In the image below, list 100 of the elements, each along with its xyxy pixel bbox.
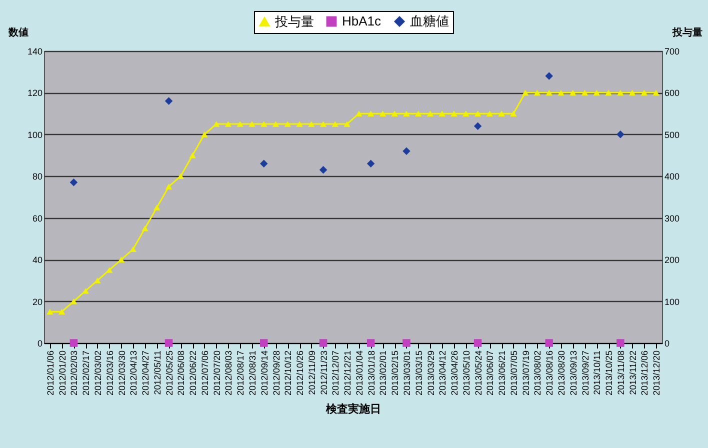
point	[82, 288, 89, 294]
y-tick-label: 60	[32, 213, 42, 224]
x-tick-label: 2013/03/15	[414, 350, 424, 396]
x-tick-label: 2013/04/26	[450, 350, 460, 396]
y2-tick-label: 100	[664, 296, 680, 307]
point	[522, 90, 529, 96]
point	[319, 166, 328, 174]
point	[366, 160, 375, 168]
point	[332, 121, 339, 127]
x-tick-label: 2012/03/30	[116, 350, 127, 396]
x-tick-label: 2012/05/11	[152, 350, 162, 395]
x-tick-label: 2013/02/15	[390, 350, 400, 396]
point	[510, 110, 517, 116]
point	[462, 110, 470, 116]
x-tick-label: 2012/03/16	[104, 350, 115, 396]
x-tick-label: 2013/07/19	[520, 350, 531, 396]
point	[581, 90, 588, 96]
point	[344, 121, 350, 127]
x-tick-label: 2012/04/13	[128, 350, 139, 396]
point	[296, 121, 303, 127]
x-tick-label: 2012/07/06	[200, 350, 210, 396]
y2-tick-label: 500	[664, 130, 680, 140]
x-tick-label: 2013/11/08	[616, 350, 626, 395]
point	[366, 339, 375, 347]
point	[498, 110, 505, 116]
y2-tick-label: 700	[664, 46, 680, 56]
point	[474, 339, 482, 347]
point	[593, 90, 600, 96]
y2-tick-label: 600	[664, 88, 680, 98]
x-tick-label: 2013/03/29	[426, 350, 436, 396]
point	[367, 110, 374, 116]
x-tick-label: 2012/07/20	[212, 350, 222, 396]
y2-tick-label: 0	[664, 338, 670, 348]
y-tick-label: 20	[32, 296, 42, 307]
point	[450, 110, 458, 116]
point	[402, 147, 410, 155]
x-tick-label: 2012/03/02	[92, 350, 103, 396]
x-tick-label: 2013/11/22	[628, 350, 638, 395]
x-tick-label: 2012/11/23	[318, 350, 329, 395]
y-tick-label: 0	[37, 338, 42, 348]
point	[58, 308, 66, 315]
x-tick-label: 2012/10/26	[295, 350, 306, 396]
point	[106, 267, 113, 273]
point	[415, 110, 422, 116]
point	[164, 339, 173, 347]
point	[236, 121, 244, 127]
point	[284, 121, 291, 127]
point	[426, 110, 434, 116]
point	[46, 308, 54, 315]
point	[164, 97, 173, 105]
point	[570, 90, 576, 96]
point	[546, 90, 552, 96]
point	[272, 121, 280, 127]
point	[260, 121, 268, 127]
y-tick-label: 100	[27, 130, 42, 140]
x-tick-label: 2012/12/21	[342, 350, 353, 396]
y-tick-label: 140	[27, 46, 42, 56]
point	[391, 110, 398, 116]
point	[177, 173, 184, 180]
x-tick-label: 2012/08/31	[247, 350, 258, 396]
point	[545, 72, 553, 80]
point	[605, 90, 612, 96]
point	[201, 132, 208, 138]
x-tick-label: 2012/09/14	[259, 350, 270, 396]
x-tick-label: 2013/01/04	[354, 350, 364, 396]
point	[617, 90, 624, 96]
point	[640, 90, 648, 96]
y2-tick-label: 400	[664, 172, 680, 182]
x-tick-label: 2013/06/21	[497, 350, 508, 396]
point	[379, 110, 386, 116]
point	[165, 184, 172, 190]
point	[403, 110, 410, 116]
point	[652, 90, 660, 96]
point	[356, 110, 362, 116]
x-tick-label: 2012/09/28	[271, 350, 282, 396]
x-tick-label: 2013/04/12	[438, 350, 448, 396]
point	[70, 339, 78, 347]
point	[545, 339, 553, 347]
point	[616, 339, 624, 347]
point	[474, 110, 482, 116]
x-tick-label: 2013/12/20	[652, 350, 662, 396]
point	[438, 110, 446, 116]
y2-tick-label: 300	[664, 213, 680, 224]
point	[70, 178, 78, 186]
x-tick-label: 2012/01/06	[45, 350, 56, 396]
point	[474, 122, 482, 130]
point	[320, 121, 327, 127]
point	[486, 110, 494, 116]
y-tick-label: 40	[32, 255, 42, 266]
x-tick-label: 2013/08/02	[532, 350, 543, 396]
point	[534, 90, 541, 96]
x-tick-label: 2012/06/22	[188, 350, 198, 396]
y-tick-label: 120	[27, 88, 42, 98]
point	[130, 246, 136, 252]
point	[248, 121, 256, 127]
point	[118, 256, 125, 262]
point	[308, 121, 315, 127]
x-tick-label: 2013/10/25	[604, 350, 614, 396]
point	[224, 121, 232, 127]
x-tick-label: 2013/09/27	[580, 350, 590, 396]
